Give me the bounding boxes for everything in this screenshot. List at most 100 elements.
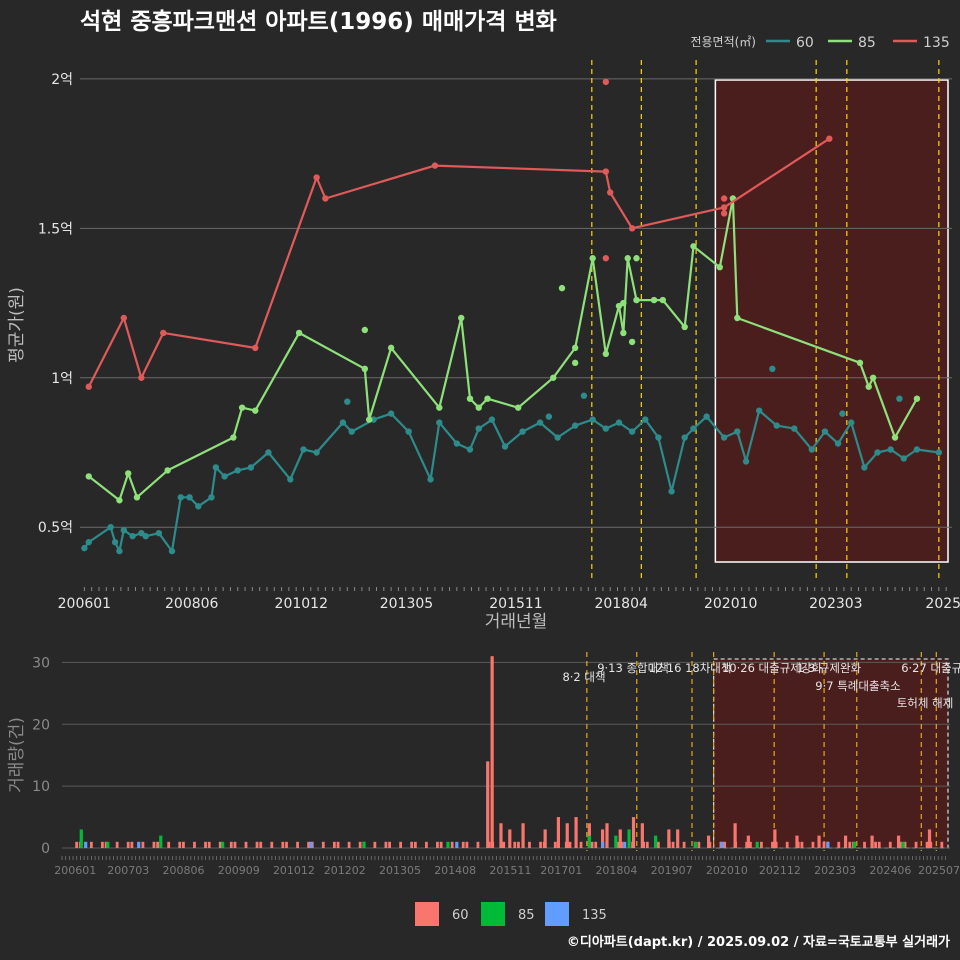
top-x-tick-label: 201012 (275, 596, 328, 612)
data-point-135 (138, 374, 145, 381)
data-point-60 (602, 425, 610, 432)
bottom-x-tick-label: 201305 (379, 864, 421, 877)
data-point-60 (808, 446, 815, 453)
bar-60 (843, 835, 848, 848)
top-x-tick-label: 200601 (58, 596, 111, 612)
bar-60 (207, 841, 211, 848)
bar-85 (755, 841, 759, 848)
bar-60 (508, 829, 512, 848)
data-point-60 (554, 434, 561, 441)
data-point-135 (431, 162, 439, 169)
data-point-85 (466, 395, 474, 402)
data-point-60 (628, 428, 636, 435)
bottom-x-tick-label: 200601 (54, 864, 96, 877)
bar-60 (321, 841, 325, 848)
bottom-x-tick-label: 201511 (489, 864, 531, 877)
bar-60 (676, 829, 680, 848)
data-point-60 (874, 449, 881, 456)
bar-85 (614, 835, 618, 848)
data-point-85 (387, 344, 395, 352)
data-point-60 (466, 446, 474, 453)
bottom-legend-label-85: 85 (518, 908, 535, 923)
data-point-60 (405, 428, 412, 435)
top-x-tick-label: 201305 (380, 596, 433, 612)
data-point-85 (602, 350, 610, 358)
data-point-85 (252, 407, 259, 414)
bar-60 (528, 841, 531, 848)
bar-60 (126, 841, 130, 848)
top-x-axis-label: 거래년월 (485, 612, 548, 632)
bar-60 (940, 841, 944, 848)
bar-60 (822, 841, 826, 848)
data-point-85 (238, 404, 246, 411)
chart-title: 석현 중흥파크맨션 아파트(1996) 매매가격 변화 (80, 9, 557, 35)
bar-60 (605, 823, 609, 848)
data-point-135 (322, 195, 329, 202)
top-x-tick-label: 201804 (594, 596, 648, 612)
bar-60 (204, 841, 207, 848)
bar-60 (104, 841, 108, 848)
policy-label: 9·7 특례대출축소 (815, 679, 900, 693)
bar-60 (745, 841, 749, 848)
bottom-x-tick-label: 201202 (324, 864, 366, 877)
data-point-60 (571, 422, 579, 429)
bar-60 (178, 841, 182, 848)
data-point-85 (690, 243, 697, 250)
bar-85 (654, 835, 658, 848)
data-point-60 (348, 428, 355, 435)
bar-60 (465, 841, 469, 848)
bar-135 (826, 841, 830, 848)
top-y-axis-label: 평균가(원) (7, 287, 27, 363)
bar-85 (693, 841, 697, 848)
data-point-135 (120, 314, 128, 322)
bar-85 (446, 841, 450, 848)
bar-60 (594, 841, 598, 848)
policy-label-text: 8·2 대책 (562, 670, 605, 684)
bar-60 (399, 841, 403, 848)
data-point-60 (436, 419, 443, 426)
bar-60 (771, 841, 774, 848)
top-x-tick-label: 202010 (704, 596, 757, 612)
bar-60 (773, 829, 777, 848)
data-point-60 (85, 538, 92, 546)
bar-60 (656, 841, 660, 848)
policy-label-text: 6·27 대출규제 (901, 661, 960, 675)
data-point-85 (550, 374, 557, 381)
bar-60 (640, 823, 644, 848)
bar-60 (748, 841, 752, 848)
data-point-85 (361, 365, 369, 373)
policy-label-text: 9·13 종합대책 (597, 661, 669, 675)
data-point-60 (734, 428, 741, 435)
bar-135 (309, 841, 313, 848)
policy-label: 12·16 18차대책 (649, 661, 732, 675)
bar-60 (733, 823, 737, 848)
footer-credit: ©디아파트(dapt.kr) / 2025.09.02 / 자료=국토교통부 실… (567, 934, 950, 950)
bottom-y-tick-label: 30 (32, 655, 50, 671)
bar-60 (903, 841, 907, 848)
bar-85 (106, 841, 110, 848)
bottom-x-tick-label: 202303 (814, 864, 856, 877)
top-x-tick-label: 2025 (925, 596, 960, 612)
bottom-y-tick-label: 10 (32, 779, 50, 795)
data-point-85 (681, 323, 688, 331)
data-point-60 (900, 455, 907, 462)
data-point-85 (633, 255, 640, 262)
bar-60 (439, 841, 443, 848)
data-point-85 (891, 434, 899, 441)
bar-60 (543, 829, 547, 848)
bar-135 (84, 841, 88, 848)
data-point-85 (116, 497, 123, 504)
data-point-60 (861, 464, 868, 471)
data-point-60 (935, 449, 943, 456)
policy-label-text: 9·7 특례대출축소 (815, 679, 900, 693)
bar-60 (863, 841, 866, 848)
data-point-60 (313, 449, 320, 456)
bar-60 (486, 761, 490, 848)
bottom-x-tick-label: 202010 (706, 864, 748, 877)
bar-60 (75, 841, 79, 848)
bar-60 (413, 841, 417, 848)
bar-60 (259, 841, 263, 848)
bar-60 (332, 841, 336, 848)
bar-60 (410, 841, 414, 848)
data-point-60 (615, 419, 623, 426)
